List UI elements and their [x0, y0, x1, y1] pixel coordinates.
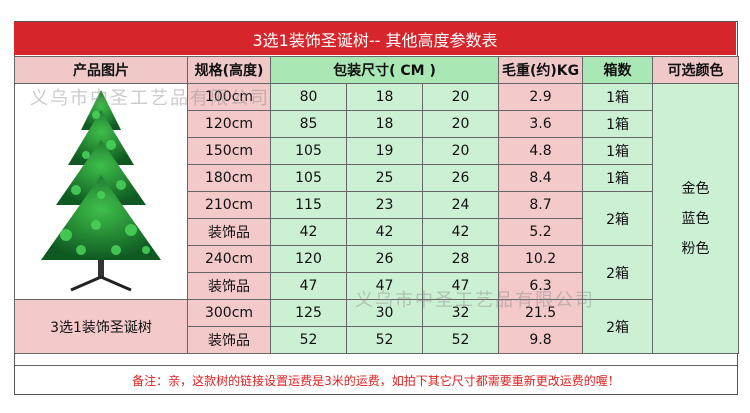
header-weight: 毛重(约)KG — [498, 56, 584, 84]
header-boxes: 箱数 — [582, 56, 654, 84]
width-cell: 30 — [346, 299, 423, 327]
width-cell: 42 — [346, 218, 423, 246]
height-cell: 32 — [421, 299, 500, 327]
size-cell: 210cm — [187, 191, 271, 219]
width-cell: 26 — [346, 245, 423, 273]
christmas-tree-icon — [41, 89, 161, 291]
header-image: 产品图片 — [14, 56, 188, 84]
size-cell: 装饰品 — [187, 272, 271, 300]
size-cell: 装饰品 — [187, 326, 271, 354]
size-cell: 120cm — [187, 110, 271, 138]
product-name: 3选1装饰圣诞树 — [14, 299, 188, 354]
box-cell: 1箱 — [582, 164, 654, 192]
height-cell: 52 — [421, 326, 500, 354]
width-cell: 19 — [346, 137, 423, 165]
sheet-title: 3选1装饰圣诞树-- 其他高度参数表 — [14, 22, 736, 55]
size-cell: 180cm — [187, 164, 271, 192]
weight-cell: 8.7 — [498, 191, 584, 219]
header-size: 规格(高度) — [187, 56, 271, 84]
box-cell: 1箱 — [582, 137, 654, 165]
color-blue: 蓝色 — [681, 210, 710, 227]
size-cell: 100cm — [187, 83, 271, 111]
size-cell: 150cm — [187, 137, 271, 165]
table-row: 240cm 120 26 28 10.2 2箱 — [15, 245, 739, 300]
height-cell: 42 — [421, 218, 500, 246]
width-cell: 52 — [346, 326, 423, 354]
width-cell: 18 — [346, 110, 423, 138]
table-row: 210cm 115 23 24 8.7 2箱 — [15, 191, 739, 246]
spec-table: 产品图片 规格(高度) 包装尺寸( CM ) 毛重(约)KG 箱数 可选颜色 — [14, 56, 740, 354]
length-cell: 47 — [270, 272, 347, 300]
size-cell: 240cm — [187, 245, 271, 273]
color-pink: 粉色 — [681, 240, 710, 257]
weight-cell: 5.2 — [498, 218, 584, 246]
width-cell: 18 — [346, 83, 423, 111]
box-cell: 1箱 — [582, 83, 654, 111]
table-row: 150cm 105 19 20 4.8 1箱 — [15, 137, 739, 165]
height-cell: 47 — [421, 272, 500, 300]
color-options: 金色 蓝色 粉色 — [652, 83, 740, 354]
table-row: 装饰品 47 47 47 6.3 — [15, 272, 739, 300]
weight-cell: 6.3 — [498, 272, 584, 300]
width-cell: 25 — [346, 164, 423, 192]
length-cell: 80 — [270, 83, 347, 111]
weight-cell: 21.5 — [498, 299, 584, 327]
length-cell: 85 — [270, 110, 347, 138]
weight-cell: 10.2 — [498, 245, 584, 273]
box-cell: 2箱 — [582, 191, 654, 246]
height-cell: 20 — [421, 137, 500, 165]
product-image — [14, 83, 188, 300]
height-cell: 24 — [421, 191, 500, 219]
height-cell: 26 — [421, 164, 500, 192]
length-cell: 105 — [270, 137, 347, 165]
box-cell: 2箱 — [582, 299, 654, 354]
length-cell: 125 — [270, 299, 347, 327]
size-cell: 装饰品 — [187, 218, 271, 246]
box-cell: 1箱 — [582, 110, 654, 138]
length-cell: 120 — [270, 245, 347, 273]
height-cell: 28 — [421, 245, 500, 273]
table-row: 100cm 80 18 20 2.9 1箱 金色 蓝色 粉色 — [14, 83, 740, 354]
length-cell: 105 — [270, 164, 347, 192]
height-cell: 20 — [421, 83, 500, 111]
length-cell: 42 — [270, 218, 347, 246]
length-cell: 115 — [270, 191, 347, 219]
width-cell: 47 — [346, 272, 423, 300]
table-row: 装饰品 52 52 52 9.8 — [15, 326, 739, 354]
header-packing: 包装尺寸( CM ) — [269, 56, 500, 84]
width-cell: 23 — [346, 191, 423, 219]
header-colors: 可选颜色 — [652, 56, 740, 84]
weight-cell: 3.6 — [498, 110, 584, 138]
weight-cell: 8.4 — [498, 164, 584, 192]
size-cell: 300cm — [187, 299, 271, 327]
weight-cell: 4.8 — [498, 137, 584, 165]
color-gold: 金色 — [681, 180, 710, 197]
length-cell: 52 — [270, 326, 347, 354]
height-cell: 20 — [421, 110, 500, 138]
table-row: 装饰品 42 42 42 5.2 — [15, 218, 739, 246]
weight-cell: 2.9 — [498, 83, 584, 111]
box-cell: 2箱 — [582, 245, 654, 300]
table-row: 3选1装饰圣诞树 300cm 125 30 32 21.5 2箱 — [14, 299, 739, 354]
weight-cell: 9.8 — [498, 326, 584, 354]
footer-note: 备注：亲，这款树的链接设置运费是3米的运费，如拍下其它尺寸都需要重新更改运费的喔… — [14, 365, 738, 394]
